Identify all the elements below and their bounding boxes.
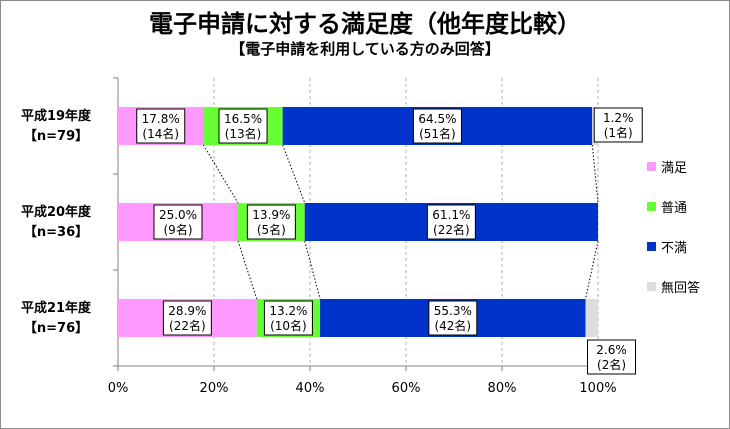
series-connector	[237, 240, 258, 300]
data-label: 16.5%	[224, 112, 262, 126]
category-label: 平成20年度	[21, 204, 92, 220]
category-label: 平成21年度	[21, 300, 92, 316]
legend-swatch	[647, 282, 656, 291]
category-n-label: 【n=36】	[24, 224, 88, 240]
data-label: 28.9%	[168, 304, 206, 318]
data-label: 64.5%	[418, 112, 456, 126]
data-label-box	[412, 108, 462, 144]
x-tick-label: 100%	[579, 381, 616, 396]
category-label: 平成19年度	[21, 108, 92, 124]
data-label-box	[426, 204, 476, 240]
data-label-box	[153, 204, 203, 240]
x-tick-label: 40%	[296, 381, 325, 396]
data-label-box	[136, 108, 186, 144]
series-connector	[203, 144, 239, 204]
data-label-box	[246, 204, 296, 240]
data-label: (1名)	[604, 125, 633, 140]
data-label: 61.1%	[432, 208, 470, 222]
data-label-box	[263, 300, 313, 336]
legend-item: 無回答	[647, 277, 700, 296]
data-label: (2名)	[597, 357, 626, 372]
data-label: (10名)	[270, 318, 307, 333]
x-tick-label: 0%	[108, 381, 129, 396]
data-label: (22名)	[169, 318, 206, 333]
legend-item: 満足	[647, 157, 687, 176]
data-label: 13.2%	[269, 304, 307, 318]
chart-title: 電子申請に対する満足度（他年度比較）	[149, 10, 581, 38]
x-tick-label: 20%	[200, 381, 229, 396]
legend-label: 無回答	[661, 281, 701, 296]
x-tick-label: 60%	[392, 381, 421, 396]
data-label: (51名)	[419, 126, 456, 141]
data-label: 25.0%	[159, 208, 197, 222]
category-n-label: 【n=79】	[24, 128, 88, 144]
series-connector	[585, 240, 599, 300]
legend-label: 満足	[661, 161, 688, 176]
series-connector	[304, 240, 321, 300]
data-label: (42名)	[434, 318, 471, 333]
legend-label: 不満	[661, 241, 688, 256]
data-label-box	[587, 339, 637, 375]
data-label: 55.3%	[434, 304, 472, 318]
data-label: (14名)	[142, 126, 179, 141]
legend-item: 普通	[647, 197, 687, 216]
series-connector	[591, 144, 599, 204]
data-label-box	[428, 300, 478, 336]
legend-label: 普通	[661, 201, 688, 216]
legend-swatch	[647, 202, 656, 211]
data-label: 17.8%	[142, 112, 180, 126]
chart-subtitle: 【電子申請を利用している方のみ回答】	[230, 40, 500, 58]
data-label: (5名)	[257, 222, 286, 237]
data-label: 2.6%	[596, 343, 627, 357]
data-label-box	[162, 300, 212, 336]
legend-item: 不満	[647, 237, 687, 256]
category-n-label: 【n=76】	[24, 320, 88, 336]
legend-swatch	[647, 242, 656, 251]
data-label: 13.9%	[252, 208, 290, 222]
data-label: (9名)	[164, 222, 193, 237]
data-label-box	[593, 107, 643, 143]
x-tick-label: 80%	[488, 381, 517, 396]
data-label: 1.2%	[603, 111, 634, 125]
data-label: (22名)	[433, 222, 470, 237]
series-connector	[282, 144, 306, 204]
bar-segment-無回答	[585, 299, 598, 337]
legend-swatch	[647, 162, 656, 171]
data-label: (13名)	[225, 126, 262, 141]
data-label-box	[218, 108, 268, 144]
